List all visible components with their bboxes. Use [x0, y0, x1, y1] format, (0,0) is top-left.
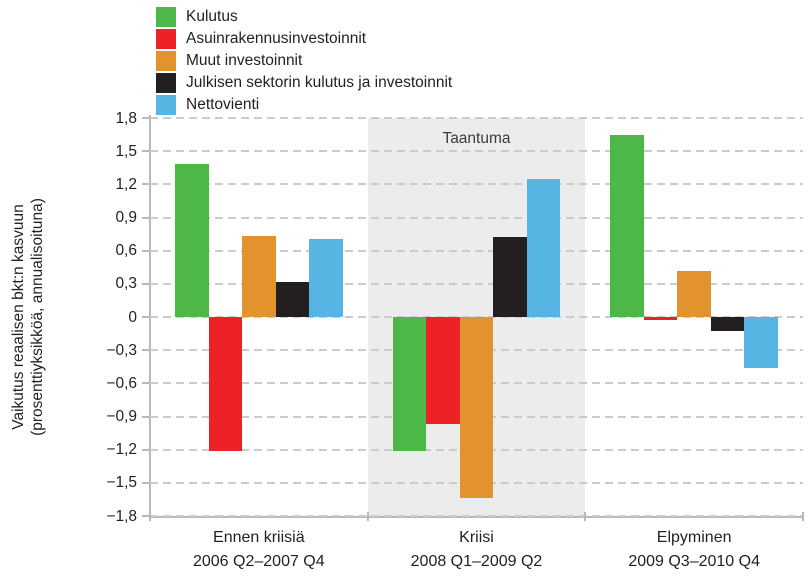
- x-axis-label-name: Kriisi: [459, 529, 494, 546]
- legend-swatch-muut: [156, 51, 176, 71]
- y-tick-mark: [142, 448, 150, 451]
- plot-area: Taantuma: [150, 117, 803, 517]
- legend-label: Asuinrakennusinvestoinnit: [186, 30, 367, 47]
- legend-label: Kulutus: [186, 8, 238, 25]
- y-tick-label: 0,3: [115, 275, 137, 293]
- y-tick-label: −0,3: [106, 341, 137, 359]
- x-tick-mark: [149, 512, 151, 521]
- bar-nettovienti-2: [526, 178, 561, 317]
- bar-julkisen-3: [710, 317, 745, 332]
- gridline: [150, 515, 803, 517]
- x-tick-mark: [366, 512, 369, 521]
- legend-item: Kulutus: [156, 7, 452, 27]
- bar-kulutus-1: [175, 164, 209, 317]
- y-tick-label: 0,9: [115, 209, 137, 226]
- gridline: [150, 117, 803, 119]
- x-axis-label-1: Ennen kriisiä 2006 Q2–2007 Q4: [150, 526, 368, 574]
- x-axis-label-2: Kriisi 2008 Q1–2009 Q2: [368, 526, 586, 574]
- y-tick-mark: [142, 316, 150, 318]
- y-tick-mark: [142, 349, 150, 352]
- bar-nettovienti-3: [744, 317, 778, 368]
- y-tick-label: 1,2: [115, 175, 137, 193]
- y-tick-mark: [142, 481, 150, 484]
- legend-item: Julkisen sektorin kulutus ja investoinni…: [156, 73, 452, 93]
- x-axis-line: [149, 516, 804, 518]
- y-tick-mark: [142, 117, 150, 119]
- legend: Kulutus Asuinrakennusinvestoinnit Muut inv…: [156, 7, 452, 117]
- bar-asuinrakennusinvestoinnit-2: [426, 317, 460, 425]
- y-tick-mark: [142, 183, 150, 186]
- bar-asuinrakennusinvestoinnit-3: [643, 317, 678, 321]
- y-tick-mark: [142, 249, 150, 252]
- x-axis-label-period: 2006 Q2–2007 Q4: [192, 553, 325, 570]
- gridline: [150, 183, 803, 186]
- x-axis-label-3: Elpyminen 2009 Q3–2010 Q4: [585, 526, 803, 574]
- bar-muut-2: [459, 317, 494, 499]
- legend-swatch-julkisen: [156, 73, 176, 93]
- y-tick-label: −0,9: [106, 408, 137, 425]
- y-tick-label: −0,6: [106, 374, 137, 392]
- gridline: [150, 282, 803, 285]
- x-tick-mark: [584, 512, 587, 521]
- legend-swatch-asuinrakennusinvestoinnit: [156, 29, 176, 49]
- y-tick-label: 0: [128, 308, 137, 326]
- legend-item: Asuinrakennusinvestoinnit: [156, 29, 452, 49]
- recession-band-label: Taantuma: [442, 130, 511, 147]
- y-tick-label: 0,6: [115, 242, 137, 260]
- y-tick-mark: [142, 150, 150, 153]
- bar-muut-1: [242, 236, 276, 317]
- bar-julkisen-2: [493, 237, 527, 317]
- y-tick-mark: [142, 382, 150, 385]
- gridline: [150, 216, 803, 219]
- gridline: [150, 150, 803, 153]
- bar-kulutus-3: [610, 134, 644, 317]
- bar-kulutus-2: [392, 317, 427, 451]
- bar-julkisen-1: [275, 281, 310, 317]
- y-tick-mark: [142, 216, 150, 219]
- x-tick-mark: [802, 512, 804, 521]
- gridline: [150, 249, 803, 252]
- legend-swatch-kulutus: [156, 7, 176, 27]
- legend-item: Nettovienti: [156, 95, 452, 115]
- y-tick-mark: [142, 282, 150, 285]
- legend-label: Julkisen sektorin kulutus ja investoinni…: [186, 74, 453, 91]
- y-tick-label: 1,8: [115, 109, 137, 127]
- y-tick-mark: [142, 415, 150, 418]
- y-tick-label: 1,5: [115, 142, 137, 160]
- bar-asuinrakennusinvestoinnit-1: [208, 317, 243, 451]
- y-tick-label: −1,2: [106, 441, 137, 459]
- y-tick-label: −1,8: [106, 507, 137, 525]
- legend-item: Muut investoinnit: [156, 51, 452, 71]
- x-axis-label-period: 2009 Q3–2010 Q4: [628, 553, 760, 570]
- y-axis-title-line1: Vaikutus reaalisen bkt:n kasvuun: [10, 204, 27, 430]
- x-axis-label-period: 2008 Q1–2009 Q2: [410, 553, 543, 570]
- legend-label: Muut investoinnit: [186, 52, 303, 69]
- y-axis-title-line2: (prosenttiyksikköä, annualisoituna): [29, 198, 46, 436]
- y-tick-mark: [142, 515, 150, 517]
- bar-muut-3: [677, 270, 711, 317]
- bar-nettovienti-1: [309, 238, 343, 317]
- x-axis-label-name: Elpyminen: [656, 529, 732, 546]
- y-tick-label: −1,5: [106, 474, 137, 492]
- x-axis-label-name: Ennen kriisiä: [213, 529, 305, 546]
- legend-label: Nettovienti: [186, 96, 260, 113]
- legend-swatch-nettovienti: [156, 95, 176, 115]
- y-axis-title: Vaikutus reaalisen bkt:n kasvuun (prosen…: [9, 198, 47, 436]
